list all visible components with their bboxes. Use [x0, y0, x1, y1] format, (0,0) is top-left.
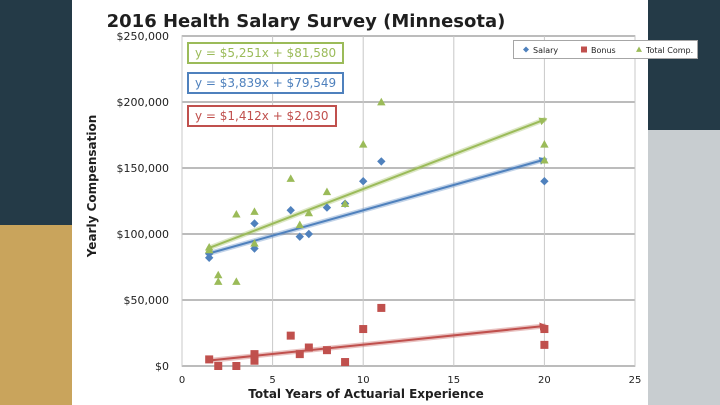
trendline [208, 157, 548, 255]
x-tick-label: 10 [357, 375, 370, 386]
data-point-total-comp [295, 220, 304, 229]
legend-label: Bonus [591, 46, 616, 55]
data-point-total-comp [250, 207, 259, 215]
x-tick-label: 20 [538, 375, 551, 386]
data-point-bonus [232, 362, 241, 370]
data-point-total-comp [232, 277, 241, 285]
data-point-total-comp [359, 140, 368, 148]
grid-layer [181, 35, 636, 367]
data-point-total-comp [340, 199, 350, 207]
legend-graphics: Salary Bonus Total Comp. [523, 46, 693, 55]
data-point-total-comp [304, 208, 314, 217]
data-point-bonus [341, 358, 350, 367]
slide-band-bottom-right [648, 130, 720, 405]
scatter-chart: 2016 Health Salary Survey (Minnesota) $0… [85, 11, 642, 401]
data-point-bonus [304, 343, 313, 352]
data-point-bonus [250, 350, 259, 359]
data-point-bonus [377, 303, 386, 312]
x-tick-label: 5 [269, 375, 275, 386]
slide-band-bottom-left [0, 225, 72, 405]
x-tick-label: 25 [629, 375, 642, 386]
data-point-total-comp [204, 243, 214, 251]
trendline [209, 322, 548, 362]
x-tick-label: 0 [179, 375, 185, 386]
data-point-bonus [540, 340, 549, 349]
legend-label: Total Comp. [645, 46, 693, 55]
trendline-layer [206, 117, 548, 364]
trendline [208, 117, 548, 249]
data-point-total-comp [214, 270, 223, 279]
data-point-salary [377, 157, 386, 166]
data-point-total-comp [250, 239, 259, 247]
data-point-salary [304, 229, 314, 239]
trendline-equation-salary: y = $3,839x + $79,549 [187, 72, 345, 94]
slide-band-top-right [648, 0, 720, 130]
data-point-salary [322, 203, 332, 212]
chart-frame: 2016 Health Salary Survey (Minnesota) $0… [72, 0, 698, 405]
data-point-total-comp [540, 155, 549, 164]
y-tick-label: $150,000 [117, 162, 170, 175]
data-point-bonus [205, 355, 214, 364]
data-point-total-comp [377, 97, 386, 106]
data-point-salary [295, 232, 304, 241]
x-tick-label: 15 [447, 375, 460, 386]
legend: Salary Bonus Total Comp. [513, 40, 698, 59]
axis-tick-layer: $0 $50,000 $100,000 $150,000 $200,000 $250,00… [117, 30, 642, 386]
y-tick-label: $50,000 [124, 294, 170, 307]
y-tick-label: $0 [155, 360, 169, 373]
data-point-total-comp [322, 187, 332, 196]
data-point-total-comp [232, 210, 241, 218]
legend-marker [523, 46, 529, 53]
y-tick-label: $100,000 [117, 228, 170, 241]
y-tick-label: $200,000 [117, 96, 170, 109]
data-point-bonus [359, 325, 368, 334]
data-point-bonus [250, 356, 259, 365]
chart-title: 2016 Health Salary Survey (Minnesota) [107, 11, 506, 32]
legend-marker [636, 46, 642, 52]
trendline-equation-total-comp: y = $5,251x + $81,580 [187, 42, 345, 64]
data-point-bonus [286, 331, 295, 340]
data-point-total-comp [214, 277, 223, 285]
data-point-bonus [540, 325, 549, 334]
y-axis-label: Yearly Compensation [85, 115, 99, 259]
data-point-salary [540, 177, 549, 186]
y-tick-label: $250,000 [117, 30, 170, 43]
data-point-salary [359, 177, 368, 186]
data-point-total-comp [540, 140, 549, 148]
trendline-equation-bonus: y = $1,412x + $2,030 [187, 105, 337, 127]
legend-marker [581, 46, 587, 53]
data-point-bonus [214, 362, 223, 370]
legend-label: Salary [533, 46, 558, 55]
slide-band-top-left [0, 0, 72, 232]
x-axis-label: Total Years of Actuarial Experience [248, 387, 484, 401]
data-point-bonus [295, 350, 304, 359]
data-point-salary [250, 219, 259, 228]
data-point-bonus [322, 346, 331, 355]
data-point-total-comp [286, 174, 295, 182]
